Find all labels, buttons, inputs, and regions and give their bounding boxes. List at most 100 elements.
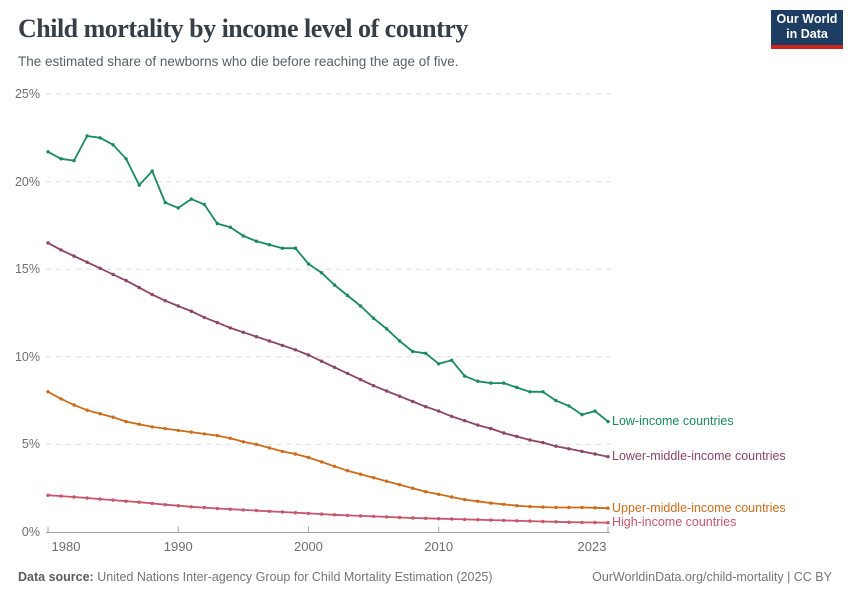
data-point-upper-middle-income-countries-1984[interactable] xyxy=(98,412,102,416)
data-point-high-income-countries-2003[interactable] xyxy=(345,513,350,518)
data-point-low-income-countries-2011[interactable] xyxy=(450,358,454,362)
data-point-upper-middle-income-countries-2012[interactable] xyxy=(463,497,467,502)
data-point-low-income-countries-1989[interactable] xyxy=(163,200,167,205)
data-point-high-income-countries-2023[interactable] xyxy=(606,521,610,525)
data-point-high-income-countries-1987[interactable] xyxy=(137,500,141,504)
data-point-low-income-countries-1993[interactable] xyxy=(215,221,219,226)
data-point-lower-middle-income-countries-1982[interactable] xyxy=(72,254,76,258)
data-point-lower-middle-income-countries-2023[interactable] xyxy=(606,455,610,459)
data-point-high-income-countries-2006[interactable] xyxy=(384,515,389,519)
data-point-low-income-countries-1988[interactable] xyxy=(150,169,154,173)
data-point-high-income-countries-1986[interactable] xyxy=(124,499,128,503)
data-point-upper-middle-income-countries-2008[interactable] xyxy=(411,486,415,490)
data-point-upper-middle-income-countries-1982[interactable] xyxy=(72,403,76,407)
data-point-upper-middle-income-countries-1993[interactable] xyxy=(215,433,219,438)
data-point-upper-middle-income-countries-2005[interactable] xyxy=(371,476,376,480)
data-point-low-income-countries-2008[interactable] xyxy=(411,349,415,354)
data-point-lower-middle-income-countries-2011[interactable] xyxy=(450,414,454,419)
data-point-lower-middle-income-countries-2022[interactable] xyxy=(593,452,597,456)
data-point-lower-middle-income-countries-2009[interactable] xyxy=(424,405,428,409)
data-point-low-income-countries-1985[interactable] xyxy=(111,143,115,147)
data-point-lower-middle-income-countries-2015[interactable] xyxy=(502,431,506,435)
data-point-upper-middle-income-countries-1999[interactable] xyxy=(293,452,298,456)
data-point-low-income-countries-1984[interactable] xyxy=(98,136,102,140)
data-point-high-income-countries-2016[interactable] xyxy=(515,519,519,523)
data-point-upper-middle-income-countries-2014[interactable] xyxy=(489,501,493,505)
data-point-lower-middle-income-countries-2008[interactable] xyxy=(411,399,415,404)
data-point-high-income-countries-2000[interactable] xyxy=(306,511,311,516)
data-point-lower-middle-income-countries-2018[interactable] xyxy=(541,440,545,445)
data-point-lower-middle-income-countries-1993[interactable] xyxy=(215,320,219,325)
data-point-high-income-countries-2013[interactable] xyxy=(476,518,480,522)
data-point-upper-middle-income-countries-2001[interactable] xyxy=(319,460,324,464)
data-point-high-income-countries-1984[interactable] xyxy=(98,497,102,501)
data-point-high-income-countries-1989[interactable] xyxy=(163,503,167,507)
data-point-upper-middle-income-countries-2016[interactable] xyxy=(515,504,519,508)
data-point-high-income-countries-1992[interactable] xyxy=(202,505,206,510)
data-point-low-income-countries-1999[interactable] xyxy=(293,246,298,250)
series-label-low-income-countries[interactable]: Low-income countries xyxy=(612,414,734,429)
series-label-upper-middle-income-countries[interactable]: Upper-middle-income countries xyxy=(612,500,786,515)
data-point-high-income-countries-1985[interactable] xyxy=(111,498,115,502)
data-point-upper-middle-income-countries-2007[interactable] xyxy=(397,483,402,487)
data-point-lower-middle-income-countries-1994[interactable] xyxy=(228,326,232,330)
data-point-low-income-countries-2002[interactable] xyxy=(332,283,337,287)
data-point-high-income-countries-1997[interactable] xyxy=(267,509,272,513)
data-point-upper-middle-income-countries-2009[interactable] xyxy=(424,490,428,494)
data-point-low-income-countries-2006[interactable] xyxy=(384,327,389,331)
data-point-low-income-countries-1991[interactable] xyxy=(189,197,193,201)
data-point-low-income-countries-2013[interactable] xyxy=(476,379,480,383)
data-point-upper-middle-income-countries-1988[interactable] xyxy=(150,425,154,429)
data-point-lower-middle-income-countries-2001[interactable] xyxy=(319,359,324,363)
data-point-low-income-countries-2004[interactable] xyxy=(358,304,363,308)
data-point-lower-middle-income-countries-2021[interactable] xyxy=(580,449,584,454)
data-point-lower-middle-income-countries-1988[interactable] xyxy=(150,292,154,297)
data-point-upper-middle-income-countries-2002[interactable] xyxy=(332,464,337,468)
data-point-low-income-countries-1980[interactable] xyxy=(46,150,50,154)
data-point-upper-middle-income-countries-2018[interactable] xyxy=(541,505,545,509)
data-point-upper-middle-income-countries-1986[interactable] xyxy=(124,419,128,424)
data-point-high-income-countries-1995[interactable] xyxy=(241,508,245,512)
data-point-upper-middle-income-countries-2017[interactable] xyxy=(528,504,532,509)
data-point-upper-middle-income-countries-1994[interactable] xyxy=(228,436,232,440)
data-point-low-income-countries-1987[interactable] xyxy=(137,183,141,187)
data-point-low-income-countries-2003[interactable] xyxy=(345,293,350,298)
data-point-upper-middle-income-countries-2015[interactable] xyxy=(502,502,506,506)
data-point-upper-middle-income-countries-2010[interactable] xyxy=(437,492,441,496)
data-point-high-income-countries-2012[interactable] xyxy=(463,517,467,522)
data-point-high-income-countries-1996[interactable] xyxy=(254,508,259,513)
data-point-lower-middle-income-countries-1985[interactable] xyxy=(111,272,115,277)
series-line-high-income-countries[interactable] xyxy=(47,494,609,524)
data-point-low-income-countries-1998[interactable] xyxy=(280,246,285,250)
data-point-upper-middle-income-countries-2006[interactable] xyxy=(384,479,389,483)
data-point-high-income-countries-1982[interactable] xyxy=(72,495,76,499)
data-point-high-income-countries-2022[interactable] xyxy=(593,520,597,525)
data-point-lower-middle-income-countries-2016[interactable] xyxy=(515,434,519,439)
data-point-low-income-countries-2009[interactable] xyxy=(424,351,428,355)
series-line-lower-middle-income-countries[interactable] xyxy=(47,241,609,458)
data-point-low-income-countries-2017[interactable] xyxy=(528,390,532,394)
data-point-low-income-countries-2018[interactable] xyxy=(541,390,545,394)
data-point-lower-middle-income-countries-1991[interactable] xyxy=(189,309,193,313)
data-point-lower-middle-income-countries-1990[interactable] xyxy=(176,304,180,308)
data-point-upper-middle-income-countries-1998[interactable] xyxy=(280,449,285,454)
data-point-low-income-countries-1994[interactable] xyxy=(228,225,232,229)
data-point-upper-middle-income-countries-2022[interactable] xyxy=(593,506,597,510)
data-point-low-income-countries-1995[interactable] xyxy=(241,234,245,238)
series-line-low-income-countries[interactable] xyxy=(47,135,609,423)
data-point-upper-middle-income-countries-2021[interactable] xyxy=(580,505,584,510)
data-point-lower-middle-income-countries-2005[interactable] xyxy=(371,384,376,388)
data-point-upper-middle-income-countries-2000[interactable] xyxy=(306,455,311,460)
data-point-lower-middle-income-countries-2006[interactable] xyxy=(384,389,389,393)
data-point-low-income-countries-2023[interactable] xyxy=(606,419,610,424)
data-point-low-income-countries-2022[interactable] xyxy=(593,409,597,413)
data-point-low-income-countries-1981[interactable] xyxy=(59,157,63,161)
data-point-low-income-countries-2010[interactable] xyxy=(437,362,441,366)
data-point-lower-middle-income-countries-1983[interactable] xyxy=(85,260,89,264)
data-point-upper-middle-income-countries-1985[interactable] xyxy=(111,415,115,419)
data-point-high-income-countries-1980[interactable] xyxy=(46,493,50,497)
data-point-lower-middle-income-countries-1999[interactable] xyxy=(293,348,298,352)
data-point-upper-middle-income-countries-2003[interactable] xyxy=(345,469,350,473)
data-point-lower-middle-income-countries-1984[interactable] xyxy=(98,266,102,270)
data-point-high-income-countries-2020[interactable] xyxy=(567,520,571,524)
